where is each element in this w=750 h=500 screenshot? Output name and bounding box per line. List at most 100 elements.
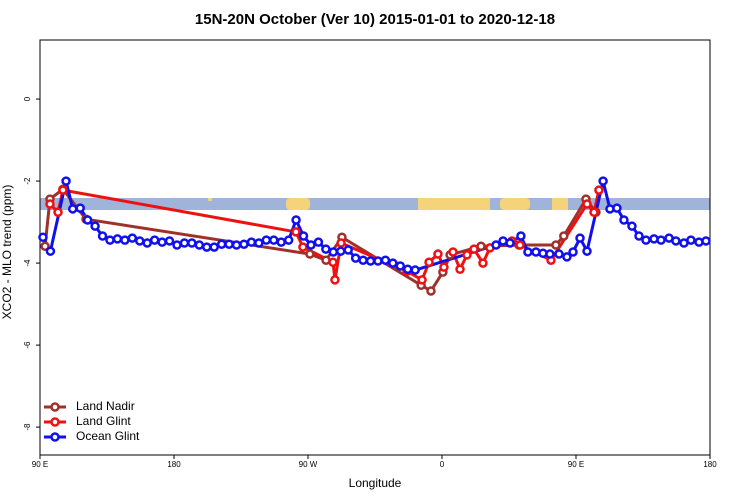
data-point [455, 264, 465, 274]
land-patch [286, 198, 310, 210]
data-point [562, 252, 572, 262]
chart-title: 15N-20N October (Ver 10) 2015-01-01 to 2… [195, 11, 555, 28]
data-point [187, 238, 197, 248]
land-patch [500, 198, 530, 210]
data-point [439, 262, 449, 272]
plot-frame [39, 39, 711, 456]
data-point [283, 235, 294, 245]
legend-label: Ocean Glint [76, 429, 140, 443]
data-point [142, 238, 152, 248]
legend-marker [50, 417, 60, 427]
data-point [246, 237, 257, 247]
data-point [373, 256, 383, 266]
data-point [224, 239, 234, 249]
data-point [575, 233, 585, 243]
data-point [254, 238, 264, 248]
data-point [58, 185, 68, 195]
data-point [505, 238, 515, 248]
data-point [582, 246, 592, 256]
data-point [149, 235, 160, 245]
ocean-strip [40, 198, 710, 210]
data-point [516, 231, 526, 241]
y-tick-label: -8 [23, 423, 32, 431]
data-point [306, 240, 316, 250]
data-point [343, 245, 353, 255]
data-point [291, 227, 301, 237]
data-point [380, 255, 391, 265]
x-axis-label: Longitude [349, 476, 402, 490]
data-point [291, 215, 301, 225]
data-point [491, 240, 501, 250]
legend-marker [50, 402, 60, 412]
data-point [627, 221, 637, 231]
data-point [135, 236, 145, 246]
data-point [53, 207, 63, 217]
land-patch [418, 198, 490, 210]
data-point [97, 231, 108, 241]
y-tick-label: -6 [23, 341, 32, 349]
data-point [45, 246, 56, 256]
data-point [90, 221, 100, 231]
data-point [686, 235, 696, 245]
y-tick-label: 0 [23, 96, 32, 101]
data-point [157, 237, 167, 247]
x-tick-label: 90 E [32, 460, 48, 469]
data-point [350, 253, 361, 263]
data-point [469, 244, 479, 254]
y-tick-label: -2 [23, 177, 32, 185]
data-point [448, 247, 458, 257]
x-tick-label: 0 [440, 460, 445, 469]
x-tick-label: 180 [167, 460, 181, 469]
data-point [298, 242, 308, 252]
y-axis-label: XCO2 - MLO trend (ppm) [0, 185, 14, 320]
data-point [559, 231, 569, 241]
data-point [589, 207, 599, 217]
data-point [231, 240, 242, 250]
data-point [202, 242, 212, 252]
data-point [321, 244, 331, 254]
data-point [612, 203, 622, 213]
data-point [120, 235, 130, 245]
data-point [582, 199, 592, 209]
data-point [179, 238, 190, 248]
data-point [554, 249, 564, 259]
data-point [40, 241, 50, 252]
x-tick-label: 90 E [568, 460, 584, 469]
data-point [478, 258, 488, 268]
data-point [336, 246, 346, 256]
data-point [424, 257, 434, 268]
data-point [38, 232, 48, 242]
data-point [127, 233, 138, 243]
land-patch [552, 198, 568, 210]
data-point [68, 204, 78, 214]
x-tick-label: 90 W [299, 460, 318, 469]
data-point [426, 286, 436, 296]
land-patch [208, 198, 212, 201]
data-point [82, 215, 93, 225]
data-point [261, 235, 272, 245]
data-point [634, 231, 644, 241]
data-point [105, 235, 115, 245]
data-point [641, 235, 651, 245]
legend-marker [50, 432, 60, 442]
data-point [112, 234, 123, 244]
data-point [388, 258, 398, 268]
data-point [209, 242, 219, 252]
legend-label: Land Glint [76, 414, 131, 428]
data-point [305, 249, 315, 259]
data-point [433, 249, 443, 259]
data-point [298, 231, 309, 241]
data-point [523, 247, 533, 257]
data-point [403, 264, 413, 274]
y-tick-label: -4 [23, 259, 32, 267]
data-point [656, 235, 666, 245]
x-tick-label: 180 [703, 460, 717, 469]
data-point [598, 176, 608, 186]
legend-label: Land Nadir [76, 399, 135, 413]
data-point [269, 235, 279, 245]
data-point [358, 255, 368, 265]
data-point [619, 215, 629, 225]
data-point [313, 237, 324, 247]
data-point [410, 265, 420, 275]
